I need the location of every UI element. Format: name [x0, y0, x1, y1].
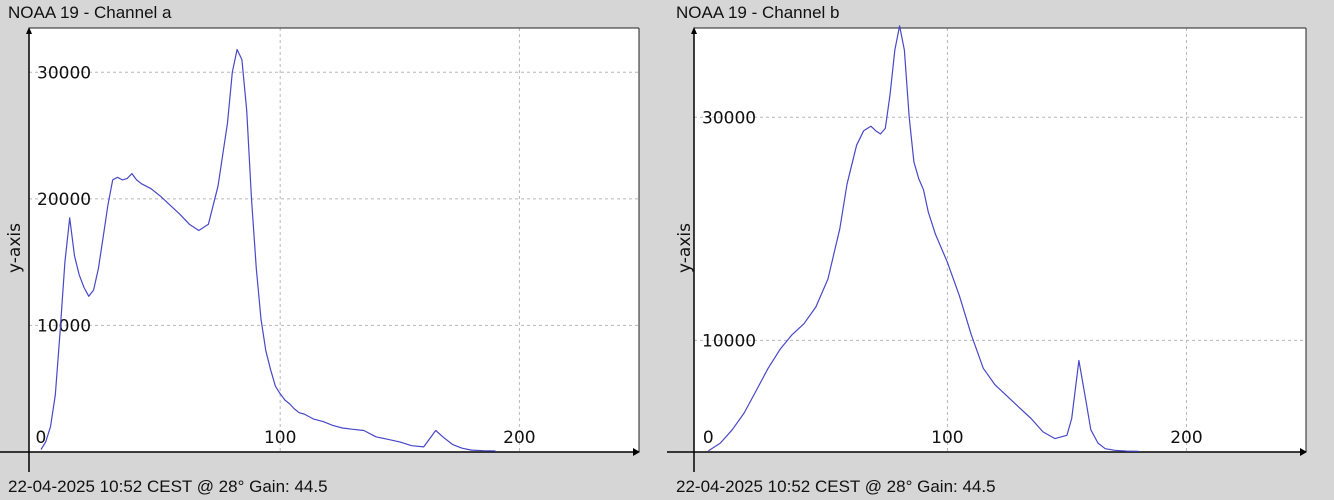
chart-footer: 22-04-2025 10:52 CEST @ 28° Gain: 44.5	[676, 477, 996, 496]
chart-panel-a: NOAA 19 - Channel a 0 100 200 10000 20000 300…	[0, 3, 640, 496]
x-tick-label: 200	[503, 428, 535, 448]
chart-footer: 22-04-2025 10:52 CEST @ 28° Gain: 44.5	[8, 477, 328, 496]
chart-plot: 0 100 200 10000 30000 y-axis	[667, 25, 1307, 472]
x-tick-label: 100	[931, 428, 963, 448]
x-tick-label: 0	[36, 428, 47, 448]
plot-area	[694, 28, 1306, 452]
x-tick-label: 0	[703, 428, 714, 448]
y-tick-label: 10000	[702, 331, 756, 351]
chart-plot: 0 100 200 10000 20000 30000 y-axis	[0, 27, 640, 472]
x-axis-arrow	[1300, 448, 1307, 456]
chart-title: NOAA 19 - Channel b	[676, 3, 840, 22]
series-line	[707, 25, 1139, 452]
y-axis-arrow	[691, 27, 697, 34]
y-axis-arrow	[26, 27, 32, 34]
x-tick-label: 200	[1170, 428, 1202, 448]
y-tick-label: 20000	[37, 190, 91, 210]
y-tick-label: 30000	[37, 63, 91, 83]
y-axis-label: y-axis	[5, 223, 25, 273]
chart-panel-b: NOAA 19 - Channel b 0 100 200 10000 30000 y-a…	[667, 0, 1334, 500]
chart-title: NOAA 19 - Channel a	[8, 3, 172, 22]
y-axis-label: y-axis	[675, 223, 695, 273]
plot-area	[29, 28, 639, 452]
series-line	[40, 48, 496, 452]
x-axis-arrow	[633, 448, 640, 456]
y-tick-label: 10000	[37, 316, 91, 336]
y-tick-label: 30000	[702, 108, 756, 128]
x-tick-label: 100	[264, 428, 296, 448]
